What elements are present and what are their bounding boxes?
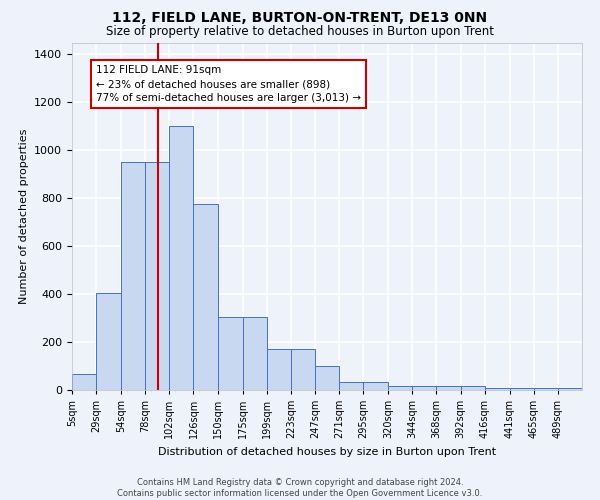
Bar — [291, 350, 315, 390]
Y-axis label: Number of detached properties: Number of detached properties — [19, 128, 29, 304]
Bar — [193, 204, 218, 390]
Bar — [267, 350, 291, 390]
Bar — [339, 382, 363, 390]
Bar — [534, 388, 558, 390]
Bar — [436, 386, 461, 390]
X-axis label: Distribution of detached houses by size in Burton upon Trent: Distribution of detached houses by size … — [158, 446, 496, 456]
Bar — [242, 317, 267, 390]
Bar — [558, 388, 582, 390]
Bar — [121, 162, 145, 390]
Bar — [461, 386, 485, 390]
Bar — [485, 388, 510, 390]
Text: Size of property relative to detached houses in Burton upon Trent: Size of property relative to detached ho… — [106, 25, 494, 38]
Text: 112 FIELD LANE: 91sqm
← 23% of detached houses are smaller (898)
77% of semi-det: 112 FIELD LANE: 91sqm ← 23% of detached … — [96, 66, 361, 104]
Bar — [388, 386, 412, 390]
Bar — [72, 374, 96, 390]
Bar — [145, 162, 169, 390]
Text: 112, FIELD LANE, BURTON-ON-TRENT, DE13 0NN: 112, FIELD LANE, BURTON-ON-TRENT, DE13 0… — [112, 11, 488, 25]
Bar — [315, 366, 339, 390]
Bar — [96, 293, 121, 390]
Bar — [218, 317, 242, 390]
Bar — [363, 382, 388, 390]
Bar — [169, 126, 193, 390]
Text: Contains HM Land Registry data © Crown copyright and database right 2024.
Contai: Contains HM Land Registry data © Crown c… — [118, 478, 482, 498]
Bar — [412, 386, 436, 390]
Bar — [510, 388, 534, 390]
